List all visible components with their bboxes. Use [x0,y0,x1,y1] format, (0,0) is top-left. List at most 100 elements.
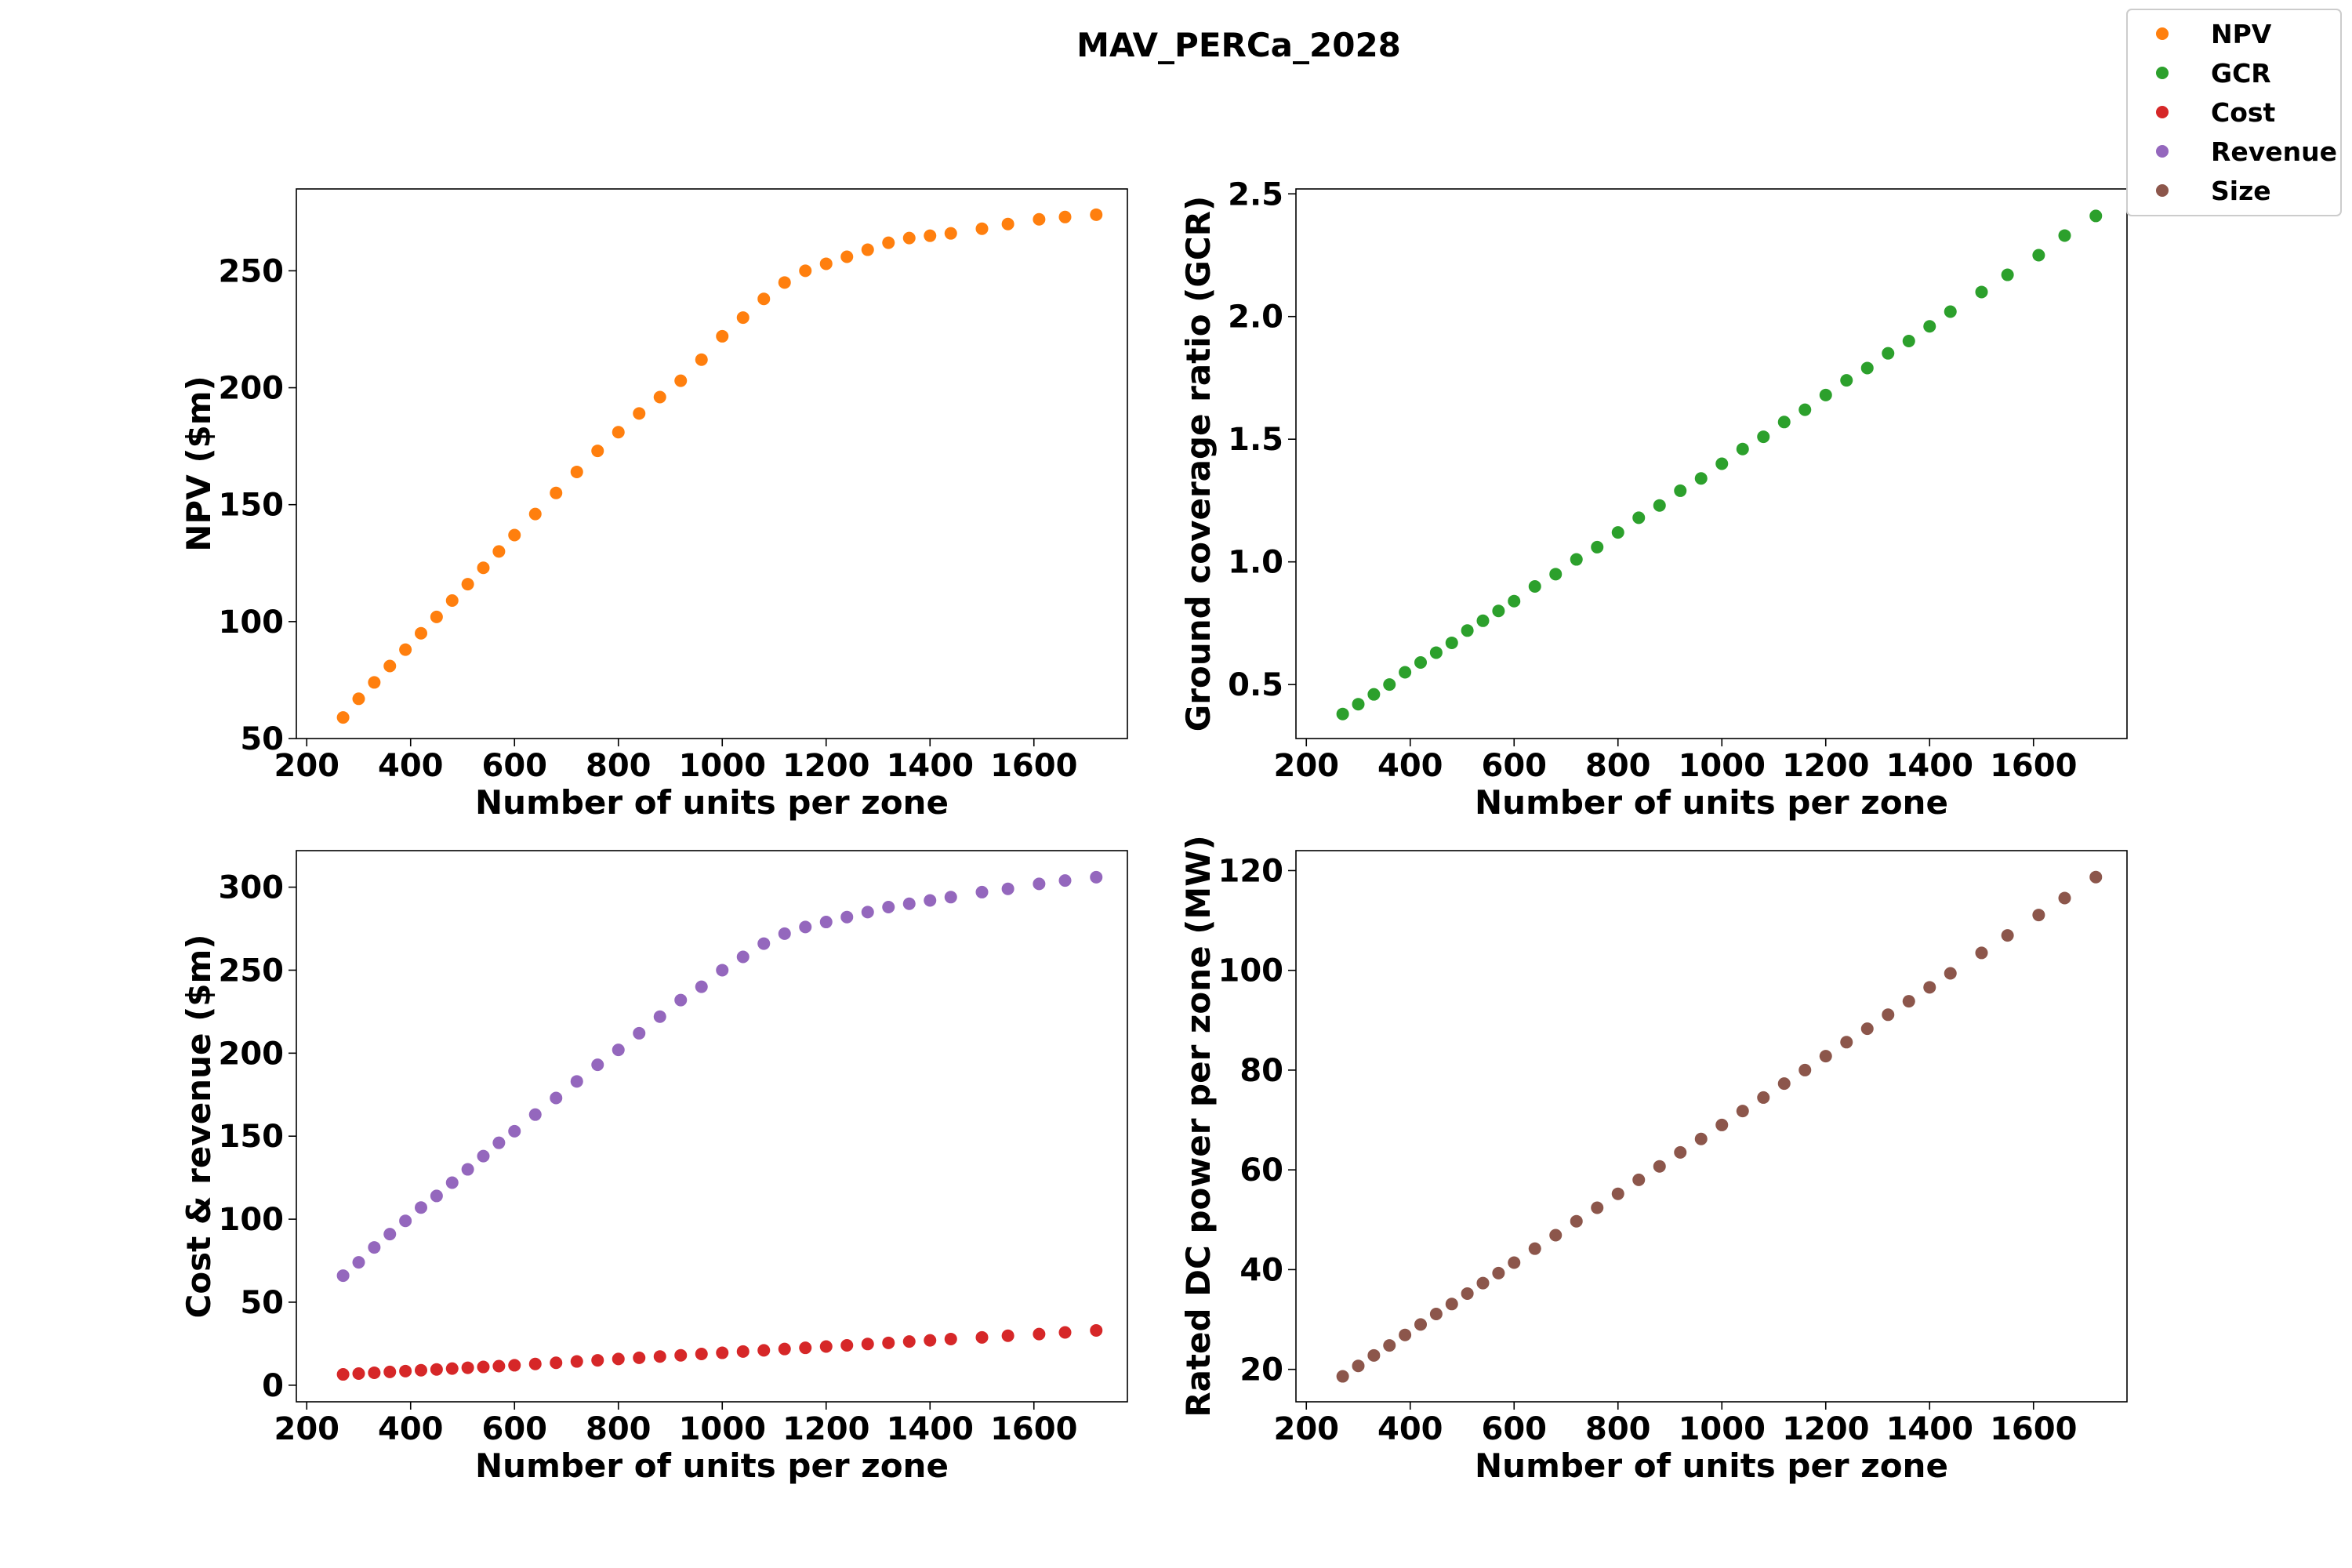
data-point [1090,208,1103,221]
data-point [1336,1370,1349,1383]
data-point [1090,870,1103,884]
data-point [1476,1276,1490,1290]
data-point [1336,707,1349,720]
data-point [757,1344,771,1357]
data-point [492,545,506,558]
x-tick-label: 200 [274,748,340,784]
data-point [736,950,750,964]
x-tick-label: 1200 [782,748,869,784]
subplots: 200 400 600 800 1000 1200 1400 1600501001502002… [180,176,2128,1485]
data-point [508,1124,521,1138]
x-tick-label: 1200 [1782,1411,1869,1447]
data-point [1352,698,1365,711]
data-point [799,1341,812,1355]
x-axis-label: Number of units per zone [475,783,949,822]
data-point [882,236,895,249]
data-point [1033,212,1046,226]
data-point [1591,1201,1604,1214]
data-point [461,1361,474,1374]
data-point [1383,678,1396,691]
x-tick-label: 1600 [1990,1411,2077,1447]
data-point [1461,624,1474,637]
data-point [1757,1091,1770,1104]
data-point [944,891,957,904]
data-point [1001,882,1014,895]
data-point [415,1201,427,1214]
series-cost [336,1323,1103,1381]
data-point [2089,209,2103,223]
y-tick-label: 200 [219,1036,285,1072]
data-point [1653,1160,1666,1173]
data-point [633,1026,646,1040]
data-point [1058,1326,1072,1339]
data-point [924,229,937,242]
y-tick-label: 100 [219,1202,285,1238]
data-point [902,897,916,910]
data-point [352,692,365,706]
data-point [1611,526,1624,539]
data-point [1923,320,1936,333]
data-point [819,1340,833,1353]
x-tick-label: 200 [1274,748,1340,784]
data-point [550,486,563,499]
data-point [1492,1266,1505,1279]
data-point [1902,995,1915,1008]
data-point [2089,870,2103,884]
data-point [861,906,874,919]
data-point [383,1365,397,1378]
y-tick-label: 0 [262,1368,284,1404]
data-point [819,916,833,929]
x-tick-label: 600 [1482,1411,1548,1447]
data-point [975,885,989,898]
data-point [944,227,957,240]
data-point [1882,1008,1895,1022]
data-point [1902,335,1915,348]
data-point [591,1058,604,1072]
y-axis-label: Cost & revenue ($m) [180,935,218,1319]
data-point [1001,1329,1014,1342]
data-point [570,1075,583,1088]
data-point [716,964,729,977]
data-point [445,594,459,608]
legend-marker [2156,27,2169,40]
data-point [415,1363,427,1377]
data-point [1461,1287,1474,1300]
x-tick-label: 1400 [887,748,974,784]
x-tick-label: 400 [378,1411,444,1447]
data-point [1611,1187,1624,1200]
data-point [1058,874,1072,887]
y-tick-label: 60 [1240,1152,1283,1189]
data-point [653,1010,666,1023]
data-point [1090,1323,1103,1337]
data-point [1383,1339,1396,1352]
data-point [492,1136,506,1149]
data-point [716,1346,729,1359]
axes-frame [1295,188,2128,739]
legend-marker [2156,106,2169,118]
legend-marker [2156,67,2169,79]
x-tick-label: 800 [586,748,652,784]
data-point [778,1342,791,1356]
x-tick-label: 600 [1482,748,1548,784]
data-point [461,1163,474,1176]
data-point [430,610,443,623]
subplot-1: 200 400 600 800 1000 1200 1400 1600 50 100 150 200 2… [180,188,1128,822]
data-point [1923,981,1936,994]
x-axis-label: Number of units per zone [1475,1446,1948,1485]
series-gcr [1336,209,2103,720]
data-point [383,1228,397,1241]
data-point [1414,655,1427,669]
y-tick-label: 200 [219,371,285,407]
data-point [902,231,916,245]
y-tick-label: 100 [1218,953,1284,989]
data-point [2032,249,2045,262]
x-tick-label: 1400 [887,1411,974,1447]
data-point [1736,1105,1749,1118]
x-tick-label: 1400 [1886,748,1973,784]
y-tick-label: 100 [219,604,285,641]
data-point [1674,484,1687,497]
data-point [1549,568,1563,581]
data-point [674,993,688,1007]
data-point [1001,217,1014,230]
axes-frame [296,188,1128,739]
